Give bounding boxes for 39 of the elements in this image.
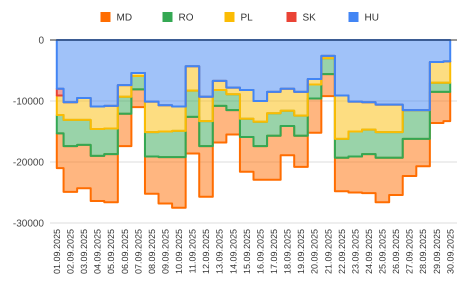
x-tick-label: 12.09.2025 xyxy=(201,229,212,274)
x-tick-label: 16.09.2025 xyxy=(255,229,266,274)
x-tick-label: 08.09.2025 xyxy=(146,229,157,274)
x-tick-label: 07.09.2025 xyxy=(133,229,144,274)
x-tick-label: 09.09.2025 xyxy=(160,229,170,274)
y-tick-label: -20000 xyxy=(12,158,44,168)
y-tick-label: -30000 xyxy=(12,218,44,230)
x-tick-label: 15.09.2025 xyxy=(242,229,252,274)
x-tick-label: 02.09.2025 xyxy=(66,229,76,274)
y-tick-label: 0 xyxy=(38,36,44,46)
legend-label: MD xyxy=(116,12,132,24)
x-tick-label: 20.09.2025 xyxy=(310,229,320,274)
legend-label: PL xyxy=(240,12,254,24)
x-tick-label: 29.09.2025 xyxy=(432,229,442,274)
x-tick-label: 30.09.2025 xyxy=(445,229,456,274)
x-tick-label: 21.09.2025 xyxy=(323,229,334,274)
legend-label: SK xyxy=(302,12,316,24)
x-tick-label: 13.09.2025 xyxy=(214,229,225,274)
x-tick-label: 17.09.2025 xyxy=(269,229,279,274)
x-tick-label: 26.09.2025 xyxy=(391,229,402,274)
x-tick-label: 18.09.2025 xyxy=(282,229,293,274)
x-tick-label: 03.09.2025 xyxy=(79,229,90,274)
x-tick-label: 01.09.2025 xyxy=(52,229,62,274)
x-tick-label: 05.09.2025 xyxy=(106,229,116,274)
x-tick-label: 10.09.2025 xyxy=(174,229,184,274)
x-tick-label: 11.09.2025 xyxy=(188,229,198,274)
x-tick-label: 14.09.2025 xyxy=(228,229,238,274)
x-tick-label: 04.09.2025 xyxy=(92,229,103,274)
legend-label: HU xyxy=(364,12,379,24)
x-tick-label: 23.09.2025 xyxy=(350,229,360,274)
x-tick-label: 25.09.2025 xyxy=(378,229,388,274)
x-tick-label: 22.09.2025 xyxy=(336,229,347,274)
x-tick-label: 28.09.2025 xyxy=(418,229,428,274)
x-tick-label: 06.09.2025 xyxy=(120,229,130,274)
x-tick-label: 27.09.2025 xyxy=(404,229,415,274)
legend-label: RO xyxy=(178,12,194,24)
x-tick-label: 24.09.2025 xyxy=(364,229,374,274)
y-tick-label: -10000 xyxy=(12,96,44,108)
x-tick-label: 19.09.2025 xyxy=(296,229,306,274)
